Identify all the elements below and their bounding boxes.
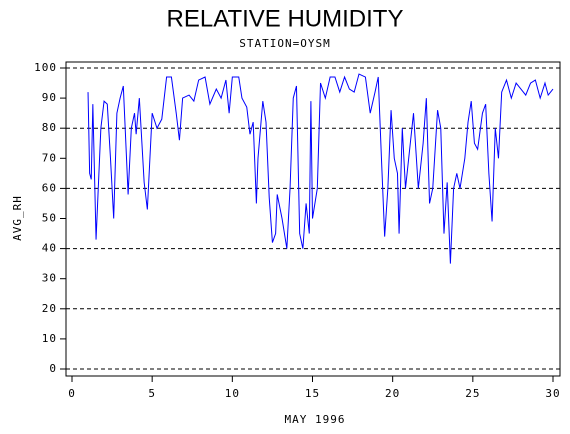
y-tick-label: 100 [34,61,57,74]
x-tick-label: 20 [385,387,400,400]
y-tick-label: 30 [42,272,57,285]
data-line [87,73,554,264]
y-tick-label: 70 [42,151,57,164]
y-axis-label: AVG_RH [11,195,24,241]
x-tick-label: 30 [545,387,560,400]
x-axis-label: MAY 1996 [285,413,346,426]
chart-subtitle: STATION=OYSM [239,37,330,50]
y-tick-label: 90 [42,91,57,104]
y-tick-label: 40 [42,242,57,255]
y-tick-label: 50 [42,212,57,225]
x-tick-label: 15 [305,387,320,400]
y-tick-label: 80 [42,121,57,134]
y-tick-label: 20 [42,302,57,315]
y-tick-label: 10 [42,332,57,345]
x-tick-label: 25 [465,387,480,400]
x-tick-label: 0 [68,387,76,400]
x-tick-label: 10 [225,387,240,400]
y-tick-label: 0 [49,362,57,375]
x-tick-label: 5 [148,387,156,400]
chart-title: RELATIVE HUMIDITY [167,5,404,32]
y-tick-label: 60 [42,181,57,194]
